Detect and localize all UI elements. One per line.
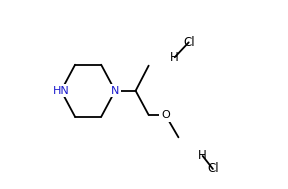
Text: O: O (161, 110, 170, 120)
Text: H: H (198, 149, 207, 163)
Text: Cl: Cl (183, 36, 194, 49)
Text: HN: HN (53, 86, 69, 96)
Text: H: H (170, 51, 179, 64)
Text: Cl: Cl (207, 163, 219, 176)
Text: N: N (111, 86, 119, 96)
